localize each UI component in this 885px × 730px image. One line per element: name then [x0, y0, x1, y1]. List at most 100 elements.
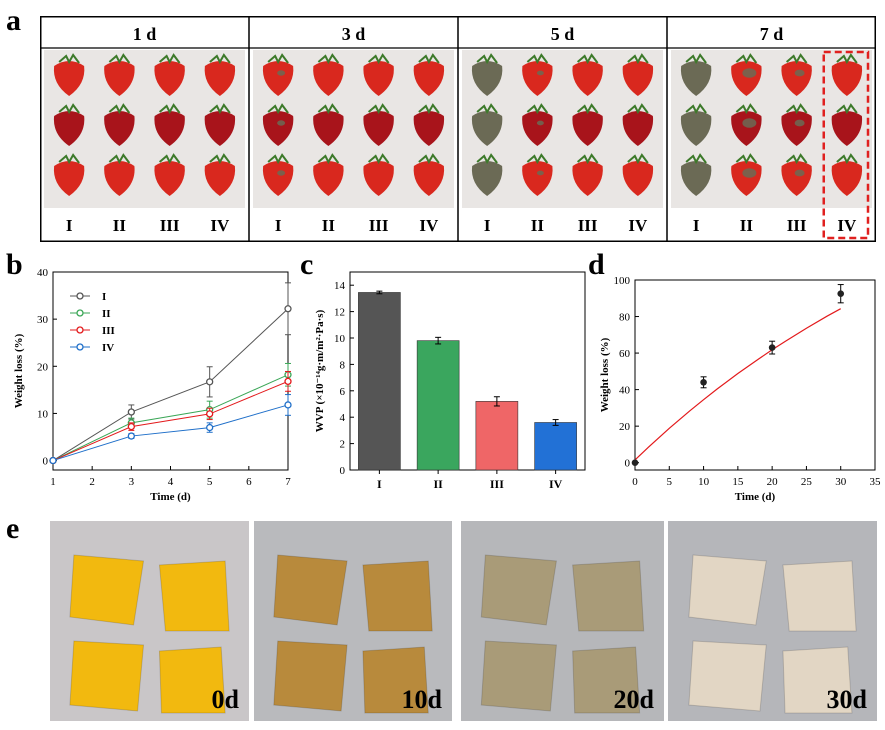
- plot-frame: [349, 271, 586, 471]
- film-piece: [572, 646, 641, 714]
- film-piece: [362, 646, 429, 714]
- legend-marker: [76, 343, 84, 351]
- category-label: III: [490, 477, 504, 491]
- y-tick-label: 4: [340, 412, 346, 424]
- y-tick-label: 12: [334, 307, 345, 319]
- x-tick-label: 30: [835, 476, 847, 488]
- plot-frame: [52, 271, 289, 471]
- strawberry: [262, 153, 294, 196]
- film-piece: [273, 640, 348, 712]
- strawberry: [471, 153, 503, 196]
- series-point: [206, 410, 214, 418]
- series-line: [52, 308, 289, 461]
- series-point: [127, 422, 135, 431]
- legend-label: III: [102, 325, 115, 337]
- x-tick-label: 35: [870, 476, 882, 488]
- strawberry: [680, 103, 712, 146]
- x-tick-label: 6: [246, 476, 252, 488]
- legend-marker: [76, 326, 84, 334]
- strawberry: [204, 103, 236, 146]
- y-axis-label: Weight loss (%): [599, 337, 611, 412]
- bar: [358, 292, 401, 471]
- film-photo-label: 20d: [613, 685, 654, 714]
- strawberry: [781, 53, 812, 96]
- film-photo-label: 30d: [826, 685, 867, 714]
- film-piece: [782, 560, 857, 632]
- strawberry: [731, 153, 762, 196]
- category-label: I: [377, 477, 382, 491]
- treatment-label: III: [787, 216, 807, 235]
- strawberry: [53, 153, 85, 196]
- day-label: 3 d: [342, 24, 366, 44]
- series-point: [284, 401, 292, 409]
- film-photo-20d: 20d: [461, 521, 664, 721]
- treatment-label: II: [322, 216, 336, 235]
- series-point: [127, 432, 135, 440]
- strawberry: [522, 53, 553, 96]
- x-tick-label: 10: [698, 476, 710, 488]
- strawberry: [53, 53, 85, 96]
- film-photo-10d: 10d: [254, 521, 452, 721]
- film-piece: [158, 646, 226, 714]
- strawberry: [262, 103, 294, 146]
- film-piece: [273, 554, 348, 626]
- strawberry: [104, 153, 135, 196]
- bar: [534, 422, 577, 471]
- panel-a-letter: a: [6, 4, 21, 37]
- x-tick-label: 25: [801, 476, 813, 488]
- film-piece: [480, 640, 557, 712]
- treatment-label: III: [160, 216, 180, 235]
- y-tick-label: 2: [340, 439, 346, 451]
- weight-loss-line-chart: 1 2 3 4 5 6 7 0 10 20 30 40 Time (d) Weight loss (%) I…: [13, 267, 292, 503]
- day-label: 1 d: [133, 24, 157, 44]
- strawberry: [413, 103, 445, 146]
- strawberry: [313, 103, 344, 146]
- film-piece: [69, 554, 145, 626]
- strawberry: [204, 53, 236, 96]
- film-piece: [688, 554, 767, 626]
- plot-frame: [634, 279, 876, 471]
- y-tick-label: 0: [340, 465, 346, 477]
- strawberry: [104, 103, 135, 146]
- strawberry: [622, 103, 654, 146]
- film-photo-label: 0d: [211, 685, 239, 714]
- series-line: [52, 374, 289, 462]
- strawberry: [471, 103, 503, 146]
- highlight-box: [822, 50, 870, 240]
- film-piece: [69, 640, 145, 712]
- day-label: 5 d: [551, 24, 575, 44]
- film-photo-0d: 0d: [50, 521, 249, 721]
- film-photo-label: 10d: [401, 685, 442, 714]
- series-point: [284, 377, 292, 386]
- y-tick-label: 20: [619, 421, 631, 433]
- data-point: [700, 379, 707, 386]
- film-piece: [158, 560, 230, 632]
- day-label: 7 d: [760, 24, 784, 44]
- treatment-label: III: [369, 216, 389, 235]
- series-line: [52, 380, 289, 462]
- x-tick-label: 2: [89, 476, 95, 488]
- treatment-label: I: [484, 216, 491, 235]
- y-axis-label: WVP (×10⁻¹⁴g·m/m²·Pa·s): [314, 309, 326, 432]
- treatment-label: IV: [210, 216, 230, 235]
- film-piece: [572, 560, 645, 632]
- x-axis-label: Time (d): [150, 491, 191, 503]
- strawberry: [522, 153, 553, 196]
- treatment-label: II: [113, 216, 127, 235]
- treatment-label: II: [740, 216, 754, 235]
- legend-marker: [76, 309, 84, 317]
- strawberry: [522, 103, 553, 146]
- strawberry: [781, 103, 812, 146]
- y-tick-label: 6: [340, 386, 346, 398]
- treatment-label: I: [693, 216, 700, 235]
- series-point: [206, 378, 214, 386]
- category-label: II: [433, 477, 443, 491]
- category-label: IV: [549, 477, 563, 491]
- strawberry: [831, 103, 863, 146]
- treatment-label: I: [275, 216, 282, 235]
- strawberry: [204, 153, 236, 196]
- y-tick-label: 20: [37, 361, 49, 373]
- film-piece: [688, 640, 767, 712]
- data-point: [837, 290, 845, 298]
